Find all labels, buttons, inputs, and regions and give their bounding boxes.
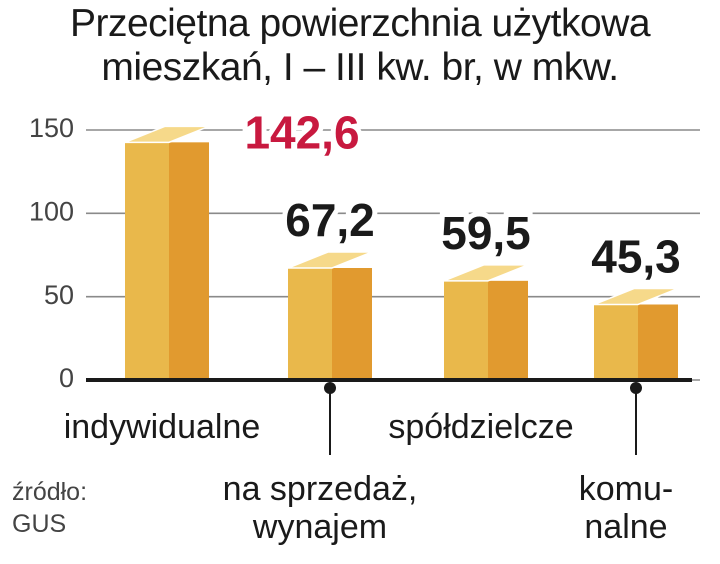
- y-tick-label: 150: [29, 113, 74, 143]
- x-tick-label: komu- nalne: [578, 470, 674, 546]
- bar: [443, 264, 529, 380]
- bar-top: [443, 264, 529, 282]
- x-tick-label: spółdzielcze: [388, 408, 574, 446]
- x-tick-label: indywidualne: [63, 408, 261, 446]
- y-tick-label: 50: [44, 280, 74, 310]
- bar-front: [594, 304, 638, 380]
- value-label: 59,5: [441, 207, 531, 259]
- x-tick-label: na sprzedaż, wynajem: [222, 470, 418, 546]
- bar: [593, 287, 679, 380]
- bar-front: [125, 142, 169, 380]
- y-tick-label: 0: [59, 363, 74, 393]
- bar-top: [287, 251, 373, 269]
- bar-side: [169, 142, 209, 380]
- bar-top: [124, 125, 210, 144]
- bar: [124, 125, 210, 380]
- bar: [287, 251, 373, 380]
- bar-side: [488, 280, 528, 380]
- source-note: źródło: GUS: [12, 478, 88, 538]
- bar-front: [444, 280, 488, 380]
- bar-front: [288, 268, 332, 380]
- chart-title: Przeciętna powierzchnia użytkowa mieszka…: [69, 2, 651, 89]
- bar-side: [332, 268, 372, 380]
- bar-top: [593, 287, 679, 306]
- value-label: 142,6: [244, 106, 359, 158]
- y-tick-label: 100: [29, 196, 74, 226]
- bar-side: [638, 304, 678, 380]
- value-label: 45,3: [591, 231, 681, 283]
- value-label: 67,2: [285, 194, 375, 246]
